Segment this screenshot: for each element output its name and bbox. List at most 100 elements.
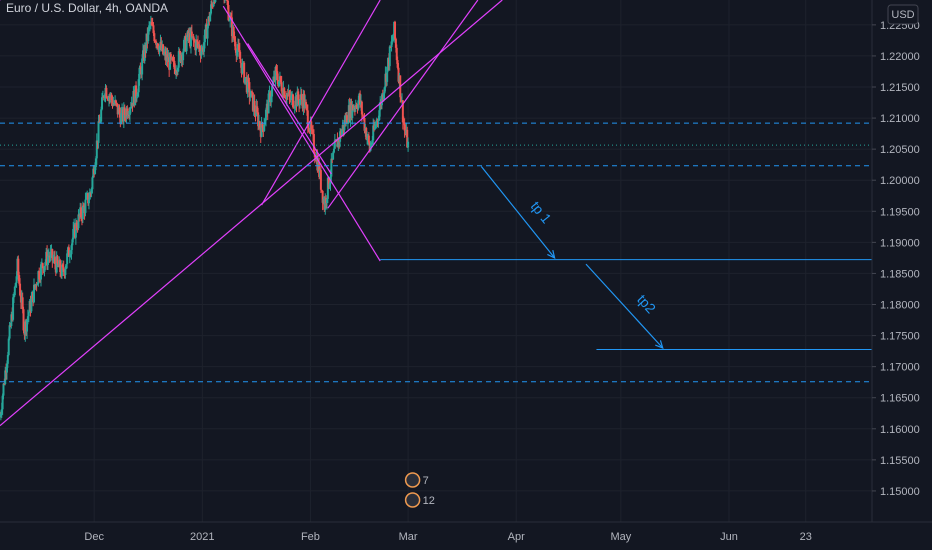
candle-body-down xyxy=(360,101,363,115)
candle-body-up xyxy=(129,107,132,109)
arrow-shaft[interactable] xyxy=(585,263,664,349)
candle-body-up xyxy=(298,99,301,106)
candle-body-up xyxy=(375,119,378,125)
candle-body-up xyxy=(148,23,151,26)
candle-body-up xyxy=(138,67,141,80)
event-flag-icon[interactable] xyxy=(404,492,421,508)
candle-body-up xyxy=(390,41,393,48)
candle-body-up xyxy=(94,158,97,167)
candle-body-down xyxy=(280,82,283,92)
price-axis-tick-label: 1.18000 xyxy=(880,300,920,312)
trendline[interactable] xyxy=(261,0,381,206)
price-axis-tick-label: 1.20000 xyxy=(880,175,920,187)
candle-body-up xyxy=(36,283,39,286)
event-marker-layer[interactable]: 7 12 xyxy=(404,472,435,508)
candle-body-up xyxy=(101,97,104,110)
candle-body-up xyxy=(95,140,98,159)
price-axis-background[interactable] xyxy=(872,0,932,522)
trendline-layer[interactable] xyxy=(0,0,503,427)
candle-body-down xyxy=(51,249,54,261)
candle-body-up xyxy=(379,101,382,111)
candle-body-up xyxy=(236,50,239,56)
candle-body-down xyxy=(327,177,330,188)
trendline[interactable] xyxy=(247,43,332,175)
candle-body-down xyxy=(361,114,364,117)
candle-body-up xyxy=(158,46,161,52)
candle-body-down xyxy=(307,127,310,132)
candle-body-up xyxy=(60,264,63,277)
candle-body-down xyxy=(355,105,358,108)
candle-body-up xyxy=(278,81,281,87)
candle-body-down xyxy=(110,94,113,101)
candle-body-down xyxy=(22,309,25,331)
candle-body-up xyxy=(189,31,192,47)
trendline[interactable] xyxy=(327,0,479,209)
candle-body-up xyxy=(65,264,68,269)
candle-body-down xyxy=(80,207,83,218)
candle-body-down xyxy=(367,135,370,143)
candle-body-up xyxy=(27,312,30,317)
candle-body-down xyxy=(169,54,172,59)
candle-body-down xyxy=(213,1,216,3)
candle-body-up xyxy=(264,120,267,125)
candle-body-up xyxy=(68,255,71,257)
candle-body-up xyxy=(337,138,340,148)
candle-body-up xyxy=(340,130,343,137)
candle-body-down xyxy=(300,94,303,100)
candle-body-up xyxy=(39,264,42,280)
candle-body-down xyxy=(283,88,286,98)
candle-body-up xyxy=(246,78,249,93)
candle-body-down xyxy=(363,118,366,131)
candle-body-up xyxy=(343,120,346,131)
candle-body-down xyxy=(153,33,156,42)
candle-body-up xyxy=(378,110,381,121)
candle-body-up xyxy=(141,58,144,75)
price-axis-tick-label: 1.22000 xyxy=(880,51,920,63)
candle-body-up xyxy=(70,245,73,255)
candle-body-up xyxy=(112,103,115,106)
candle-body-down xyxy=(162,44,165,55)
candle-body-down xyxy=(3,383,6,385)
candle-body-up xyxy=(200,50,203,56)
candle-body-up xyxy=(77,214,80,229)
candle-body-down xyxy=(233,38,236,42)
time-axis-background[interactable] xyxy=(0,522,932,550)
trendline[interactable] xyxy=(0,0,503,427)
candle-body-up xyxy=(87,199,90,204)
candle-body-down xyxy=(192,36,195,41)
candle-body-down xyxy=(198,45,201,52)
arrow-shaft[interactable] xyxy=(480,166,556,259)
candle-body-up xyxy=(285,94,288,100)
candle-body-up xyxy=(333,140,336,149)
candle-body-down xyxy=(288,91,291,97)
candle-body-up xyxy=(260,122,263,137)
candle-body-down xyxy=(312,134,315,152)
candle-body-up xyxy=(346,122,349,124)
trendline[interactable] xyxy=(222,5,381,262)
candle-body-down xyxy=(190,31,193,38)
candle-body-down xyxy=(226,0,229,5)
currency-button[interactable]: USD xyxy=(887,4,919,25)
candle-body-down xyxy=(396,60,399,68)
candle-body-up xyxy=(135,96,138,99)
candle-body-up xyxy=(71,239,74,246)
candle-body-up xyxy=(94,166,97,174)
candle-body-down xyxy=(67,247,70,257)
candle-body-down xyxy=(126,108,129,117)
candle-body-up xyxy=(15,276,18,284)
candle-body-down xyxy=(352,104,355,111)
candle-body-up xyxy=(228,20,231,22)
candle-body-down xyxy=(365,128,368,140)
candle-body-up xyxy=(85,195,88,200)
candle-body-down xyxy=(239,58,242,63)
candle-body-up xyxy=(162,53,165,55)
candle-body-down xyxy=(247,78,250,83)
candle-body-down xyxy=(243,62,246,83)
candle-body-up xyxy=(244,77,247,83)
event-flag-icon[interactable] xyxy=(404,472,421,488)
candle-body-down xyxy=(232,26,235,39)
candle-body-down xyxy=(118,107,121,114)
grid xyxy=(0,0,872,522)
candle-body-down xyxy=(256,106,259,113)
